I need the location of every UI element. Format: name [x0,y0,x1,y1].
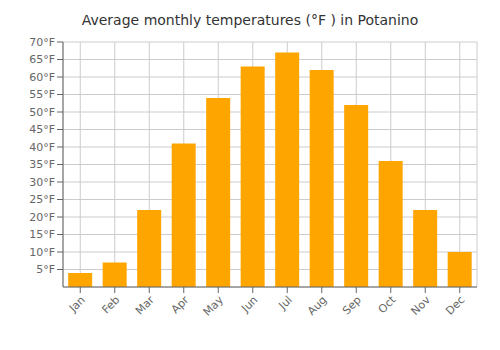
svg-text:Mar: Mar [133,293,157,317]
svg-text:25°F: 25°F [29,193,55,206]
svg-text:5°F: 5°F [36,263,55,276]
svg-text:40°F: 40°F [29,141,55,154]
svg-text:Jan: Jan [66,293,88,315]
svg-text:Oct: Oct [376,293,399,316]
svg-text:60°F: 60°F [29,71,55,84]
svg-text:Jun: Jun [238,293,260,315]
svg-text:Aug: Aug [305,293,329,317]
svg-text:50°F: 50°F [29,106,55,119]
svg-text:15°F: 15°F [29,228,55,241]
svg-text:Dec: Dec [443,293,467,317]
svg-text:Jul: Jul [276,293,295,312]
svg-text:May: May [201,293,227,319]
svg-text:65°F: 65°F [29,53,55,66]
svg-text:Feb: Feb [99,293,122,316]
svg-text:10°F: 10°F [29,246,55,259]
svg-text:45°F: 45°F [29,123,55,136]
svg-text:30°F: 30°F [29,176,55,189]
html-text:Average monthly temperatures (: Average monthly temperatures (°F ) in Po… [81,12,419,28]
svg-text:Nov: Nov [409,293,434,318]
svg-text:70°F: 70°F [29,36,55,49]
svg-text:35°F: 35°F [29,158,55,171]
svg-text:Apr: Apr [169,293,192,316]
svg-text:Sep: Sep [340,293,364,317]
svg-text:20°F: 20°F [29,211,55,224]
svg-text:55°F: 55°F [29,88,55,101]
